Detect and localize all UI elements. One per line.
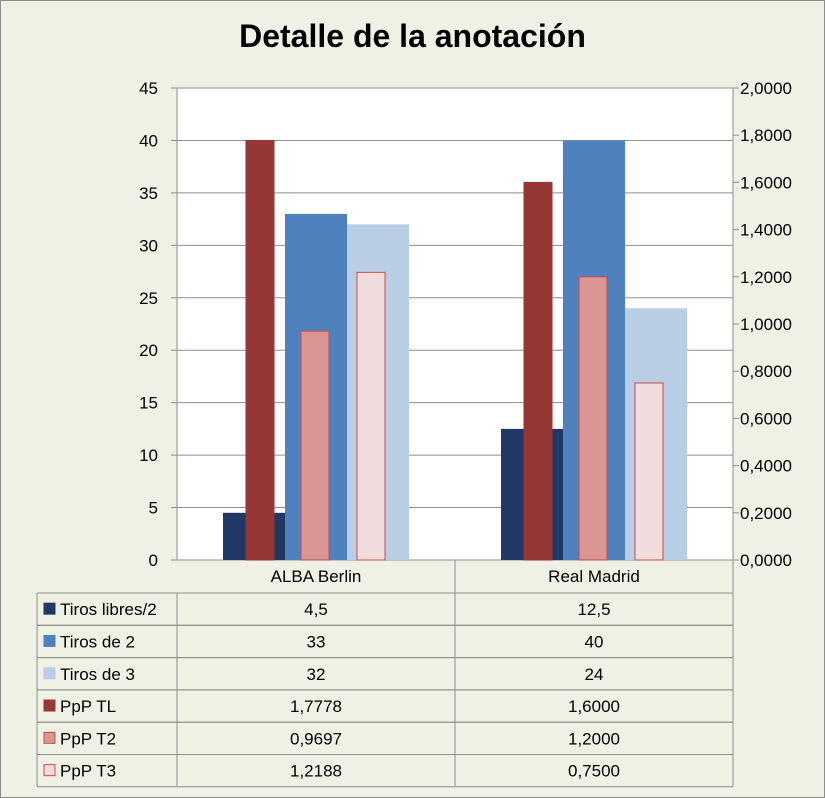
right-tick-label: 2,0000 bbox=[740, 79, 792, 98]
bar-ppp-t3 bbox=[634, 382, 664, 561]
left-tick-label: 10 bbox=[139, 446, 158, 465]
table-value: 4,5 bbox=[304, 600, 328, 619]
right-tick-label: 0,4000 bbox=[740, 457, 792, 476]
left-tick-label: 25 bbox=[139, 289, 158, 308]
right-tick-label: 0,6000 bbox=[740, 409, 792, 428]
table-value: 1,7778 bbox=[290, 697, 342, 716]
table-value: 0,7500 bbox=[568, 762, 620, 781]
legend-swatch bbox=[43, 699, 56, 712]
right-tick-label: 0,0000 bbox=[740, 551, 792, 570]
legend-swatch bbox=[43, 602, 56, 615]
series-name: Tiros de 2 bbox=[60, 632, 135, 651]
bar-ppp-t3 bbox=[356, 271, 386, 561]
right-tick-label: 1,6000 bbox=[740, 173, 792, 192]
left-tick-label: 40 bbox=[139, 131, 158, 150]
table-value: 33 bbox=[307, 632, 326, 651]
legend-swatch bbox=[43, 634, 56, 647]
left-tick-label: 20 bbox=[139, 341, 158, 360]
left-tick-label: 5 bbox=[149, 499, 158, 518]
left-tick-label: 30 bbox=[139, 236, 158, 255]
left-tick-label: 35 bbox=[139, 184, 158, 203]
table-value: 1,6000 bbox=[568, 697, 620, 716]
table-value: 40 bbox=[585, 632, 604, 651]
series-name: PpP TL bbox=[60, 697, 116, 716]
legend-swatch bbox=[43, 667, 56, 680]
table-value: 12,5 bbox=[577, 600, 610, 619]
table-value: 24 bbox=[585, 665, 604, 684]
bar-ppp-t2 bbox=[300, 330, 330, 561]
right-tick-label: 0,2000 bbox=[740, 504, 792, 523]
left-tick-label: 15 bbox=[139, 394, 158, 413]
series-name: Tiros de 3 bbox=[60, 665, 135, 684]
series-name: PpP T2 bbox=[60, 729, 116, 748]
table-value: 0,9697 bbox=[290, 729, 342, 748]
right-tick-label: 1,0000 bbox=[740, 315, 792, 334]
bar-ppp-tl bbox=[245, 139, 275, 561]
table-value: 1,2000 bbox=[568, 729, 620, 748]
category-label: ALBA Berlin bbox=[271, 567, 362, 586]
legend-swatch bbox=[43, 764, 56, 777]
bar-ppp-tl bbox=[523, 181, 553, 561]
table-value: 1,2188 bbox=[290, 762, 342, 781]
series-name: Tiros libres/2 bbox=[60, 600, 157, 619]
right-tick-label: 1,2000 bbox=[740, 268, 792, 287]
right-tick-label: 1,4000 bbox=[740, 221, 792, 240]
left-tick-label: 45 bbox=[139, 79, 158, 98]
left-tick-label: 0 bbox=[149, 551, 158, 570]
table-value: 32 bbox=[307, 665, 326, 684]
bar-ppp-t2 bbox=[578, 276, 608, 561]
legend-swatch bbox=[43, 731, 56, 744]
chart-title: Detalle de la anotación bbox=[239, 18, 586, 54]
series-name: PpP T3 bbox=[60, 762, 116, 781]
category-label: Real Madrid bbox=[548, 567, 640, 586]
right-tick-label: 0,8000 bbox=[740, 362, 792, 381]
right-tick-label: 1,8000 bbox=[740, 126, 792, 145]
